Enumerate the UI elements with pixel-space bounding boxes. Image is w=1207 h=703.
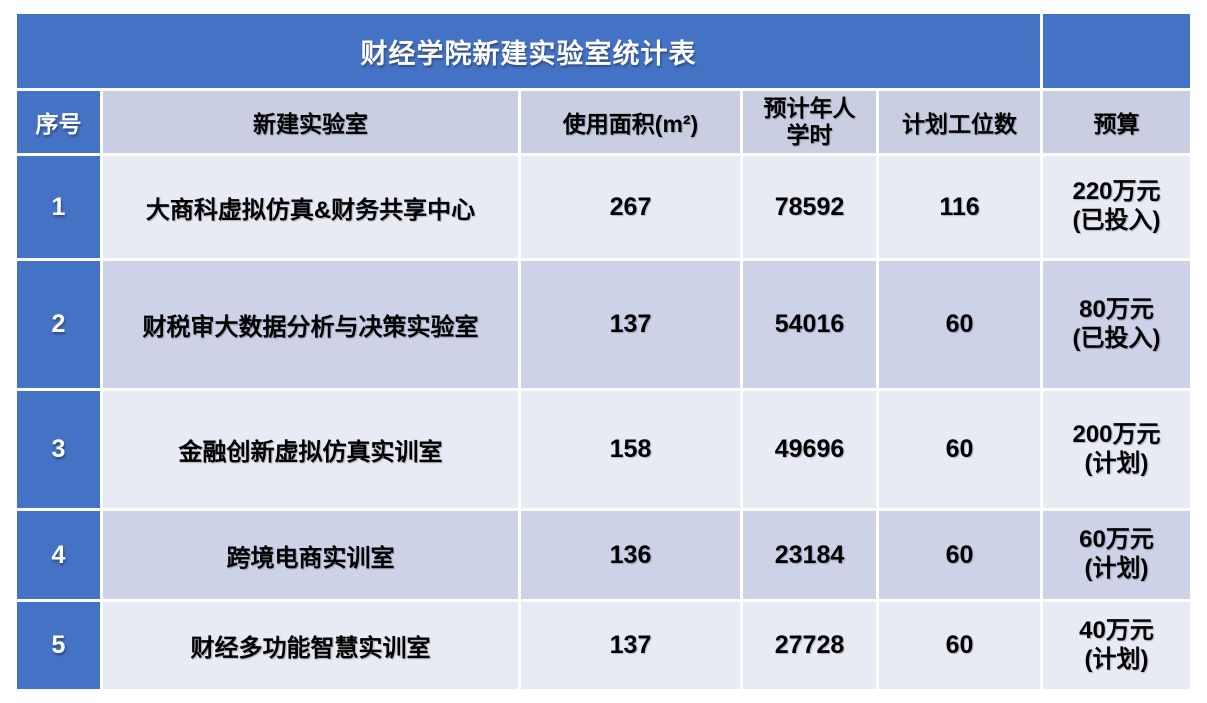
table-row: 4 跨境电商实训室 136 23184 60 60万元 (计划) (17, 511, 1190, 599)
lab-name: 大商科虚拟仿真&财务共享中心 (103, 156, 518, 258)
header-annual-hours: 预计年人学时 (743, 91, 876, 153)
lab-budget: 60万元 (计划) (1043, 511, 1190, 599)
title-spacer-cell (1043, 14, 1190, 88)
lab-workstations: 60 (879, 602, 1040, 689)
table-row: 2 财税审大数据分析与决策实验室 137 54016 60 80万元 (已投入) (17, 261, 1190, 388)
header-row: 序号 新建实验室 使用面积(m²) 预计年人学时 计划工位数 预算 (17, 91, 1190, 153)
lab-name: 金融创新虚拟仿真实训室 (103, 391, 518, 508)
title-row: 财经学院新建实验室统计表 (17, 14, 1190, 88)
header-annual-hours-label: 预计年人学时 (763, 95, 856, 148)
lab-area: 137 (521, 602, 740, 689)
lab-area: 137 (521, 261, 740, 388)
lab-workstations: 60 (879, 511, 1040, 599)
header-index: 序号 (17, 91, 100, 153)
row-index: 5 (17, 602, 100, 689)
row-index: 4 (17, 511, 100, 599)
lab-name: 跨境电商实训室 (103, 511, 518, 599)
row-index: 3 (17, 391, 100, 508)
lab-name: 财经多功能智慧实训室 (103, 602, 518, 689)
new-lab-statistics-table: 财经学院新建实验室统计表 序号 新建实验室 使用面积(m²) 预计年人学时 计划… (14, 11, 1193, 692)
lab-annual-hours: 54016 (743, 261, 876, 388)
lab-budget: 40万元 (计划) (1043, 602, 1190, 689)
lab-name: 财税审大数据分析与决策实验室 (103, 261, 518, 388)
lab-area: 267 (521, 156, 740, 258)
lab-annual-hours: 49696 (743, 391, 876, 508)
lab-annual-hours: 78592 (743, 156, 876, 258)
lab-budget: 80万元 (已投入) (1043, 261, 1190, 388)
table-row: 1 大商科虚拟仿真&财务共享中心 267 78592 116 220万元 (已投… (17, 156, 1190, 258)
lab-area: 158 (521, 391, 740, 508)
row-index: 1 (17, 156, 100, 258)
lab-budget: 200万元 (计划) (1043, 391, 1190, 508)
table-title: 财经学院新建实验室统计表 (17, 14, 1040, 88)
lab-annual-hours: 23184 (743, 511, 876, 599)
lab-area: 136 (521, 511, 740, 599)
header-workstations: 计划工位数 (879, 91, 1040, 153)
lab-workstations: 60 (879, 261, 1040, 388)
table-row: 3 金融创新虚拟仿真实训室 158 49696 60 200万元 (计划) (17, 391, 1190, 508)
header-area: 使用面积(m²) (521, 91, 740, 153)
lab-workstations: 60 (879, 391, 1040, 508)
row-index: 2 (17, 261, 100, 388)
table-row: 5 财经多功能智慧实训室 137 27728 60 40万元 (计划) (17, 602, 1190, 689)
lab-budget: 220万元 (已投入) (1043, 156, 1190, 258)
header-lab-name: 新建实验室 (103, 91, 518, 153)
lab-annual-hours: 27728 (743, 602, 876, 689)
lab-workstations: 116 (879, 156, 1040, 258)
header-budget: 预算 (1043, 91, 1190, 153)
